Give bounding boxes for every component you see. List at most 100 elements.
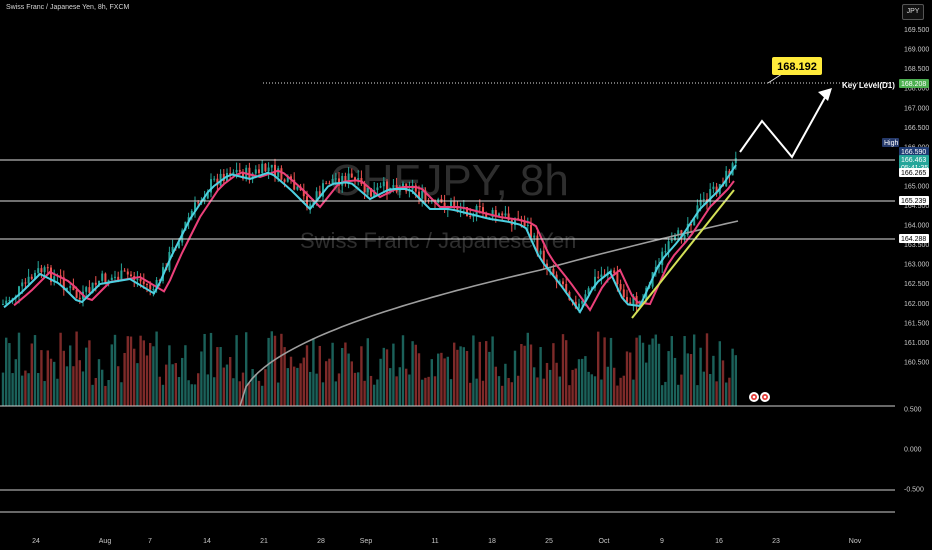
candle-body bbox=[5, 300, 8, 305]
volume-bar bbox=[421, 379, 424, 406]
volume-bar bbox=[651, 338, 654, 406]
volume-bar bbox=[360, 346, 363, 406]
candle-body bbox=[539, 250, 542, 255]
volume-bar bbox=[75, 331, 78, 406]
volume-bar bbox=[24, 370, 27, 406]
candle-body bbox=[514, 218, 516, 226]
candle-body bbox=[178, 242, 180, 249]
volume-bar bbox=[376, 379, 379, 406]
volume-bar bbox=[382, 347, 385, 406]
candle-body bbox=[24, 282, 27, 284]
candle-body bbox=[616, 273, 619, 284]
volume-bar bbox=[107, 380, 110, 406]
volume-bar bbox=[645, 362, 648, 406]
price-tick: 161.000 bbox=[904, 340, 929, 347]
candle-body bbox=[98, 280, 100, 285]
volume-bar bbox=[574, 368, 577, 406]
price-tick: 167.000 bbox=[904, 105, 929, 112]
time-tick: 9 bbox=[660, 538, 664, 545]
volume-bar bbox=[654, 334, 657, 406]
candle-body bbox=[491, 210, 494, 218]
volume-bar bbox=[520, 344, 523, 406]
volume-bar bbox=[549, 369, 552, 406]
volume-bar bbox=[222, 367, 225, 406]
volume-bar bbox=[363, 380, 366, 406]
volume-bar bbox=[571, 369, 574, 406]
target-price-callout[interactable] bbox=[772, 57, 822, 75]
projection-path[interactable] bbox=[739, 91, 829, 159]
volume-bar bbox=[88, 340, 91, 406]
time-tick: 28 bbox=[317, 538, 325, 545]
time-tick: Sep bbox=[360, 538, 373, 545]
volume-bar bbox=[353, 372, 357, 406]
currency-button[interactable]: JPY bbox=[902, 4, 924, 20]
volume-bar bbox=[37, 373, 40, 406]
price-tick: 169.500 bbox=[904, 27, 929, 34]
candle-body bbox=[421, 190, 424, 199]
volume-bar bbox=[472, 335, 475, 406]
volume-bar bbox=[481, 380, 485, 406]
indicator-badge-icon[interactable] bbox=[749, 392, 759, 402]
price-label-level: 165.239 bbox=[901, 198, 926, 205]
volume-bar bbox=[401, 335, 405, 406]
candle-body bbox=[149, 284, 152, 290]
candle-body bbox=[40, 268, 43, 273]
volume-bar bbox=[158, 376, 161, 406]
candle-body bbox=[75, 290, 78, 298]
volume-bar bbox=[424, 377, 427, 406]
volume-bar bbox=[219, 347, 222, 406]
price-tick: 164.500 bbox=[904, 203, 929, 210]
candle-body bbox=[542, 250, 545, 264]
indicator-badge-icon[interactable] bbox=[760, 392, 770, 402]
volume-bar bbox=[126, 336, 129, 406]
volume-bar bbox=[405, 368, 408, 406]
volume-bar bbox=[238, 381, 241, 406]
time-tick: 7 bbox=[148, 538, 152, 545]
volume-bar bbox=[302, 357, 305, 406]
time-tick: 24 bbox=[32, 538, 40, 545]
price-tick: 163.500 bbox=[904, 242, 929, 249]
volume-bar bbox=[325, 361, 328, 406]
volume-bar bbox=[305, 345, 309, 406]
volume-bar bbox=[545, 362, 549, 406]
volume-bar bbox=[101, 369, 104, 406]
candle-body bbox=[126, 271, 129, 275]
candle-body bbox=[216, 178, 219, 186]
candle-body bbox=[664, 251, 667, 253]
volume-bar bbox=[635, 337, 638, 406]
candle-body bbox=[402, 183, 404, 188]
callout-pointer bbox=[767, 73, 783, 84]
volume-bar bbox=[216, 347, 219, 406]
volume-bar bbox=[686, 353, 689, 406]
volume-bar bbox=[14, 359, 17, 406]
volume-bar bbox=[81, 371, 85, 406]
volume-bar bbox=[712, 355, 715, 406]
volume-bar bbox=[104, 385, 107, 406]
volume-bar bbox=[334, 381, 337, 406]
volume-bar bbox=[113, 334, 117, 406]
volume-bar bbox=[433, 376, 437, 406]
candle-body bbox=[459, 208, 462, 210]
candle-body bbox=[331, 178, 334, 184]
price-tick: 168.000 bbox=[904, 86, 929, 93]
candle-body bbox=[683, 234, 686, 239]
trend-line[interactable] bbox=[631, 189, 735, 319]
volume-bar bbox=[187, 380, 190, 406]
volume-bar bbox=[53, 361, 56, 406]
volume-bar bbox=[437, 353, 440, 406]
candle-body bbox=[338, 178, 340, 186]
candle-body bbox=[565, 284, 568, 292]
volume-bar bbox=[5, 337, 8, 406]
volume-bar bbox=[430, 359, 433, 406]
volume-bar bbox=[555, 362, 558, 406]
volume-bar bbox=[193, 384, 197, 406]
volume-bar bbox=[145, 355, 149, 406]
time-axis[interactable]: 24 Aug 7 14 21 28 Sep 11 18 25 Oct 9 16 23 Nov bbox=[32, 538, 862, 545]
volume-bar bbox=[561, 334, 565, 406]
oscillator-axis[interactable]: 0.500 0.000 -0.500 bbox=[904, 407, 924, 494]
candle-body bbox=[597, 276, 600, 278]
candle-body bbox=[466, 207, 468, 216]
candle-body bbox=[69, 286, 72, 288]
volume-bar bbox=[136, 363, 139, 406]
